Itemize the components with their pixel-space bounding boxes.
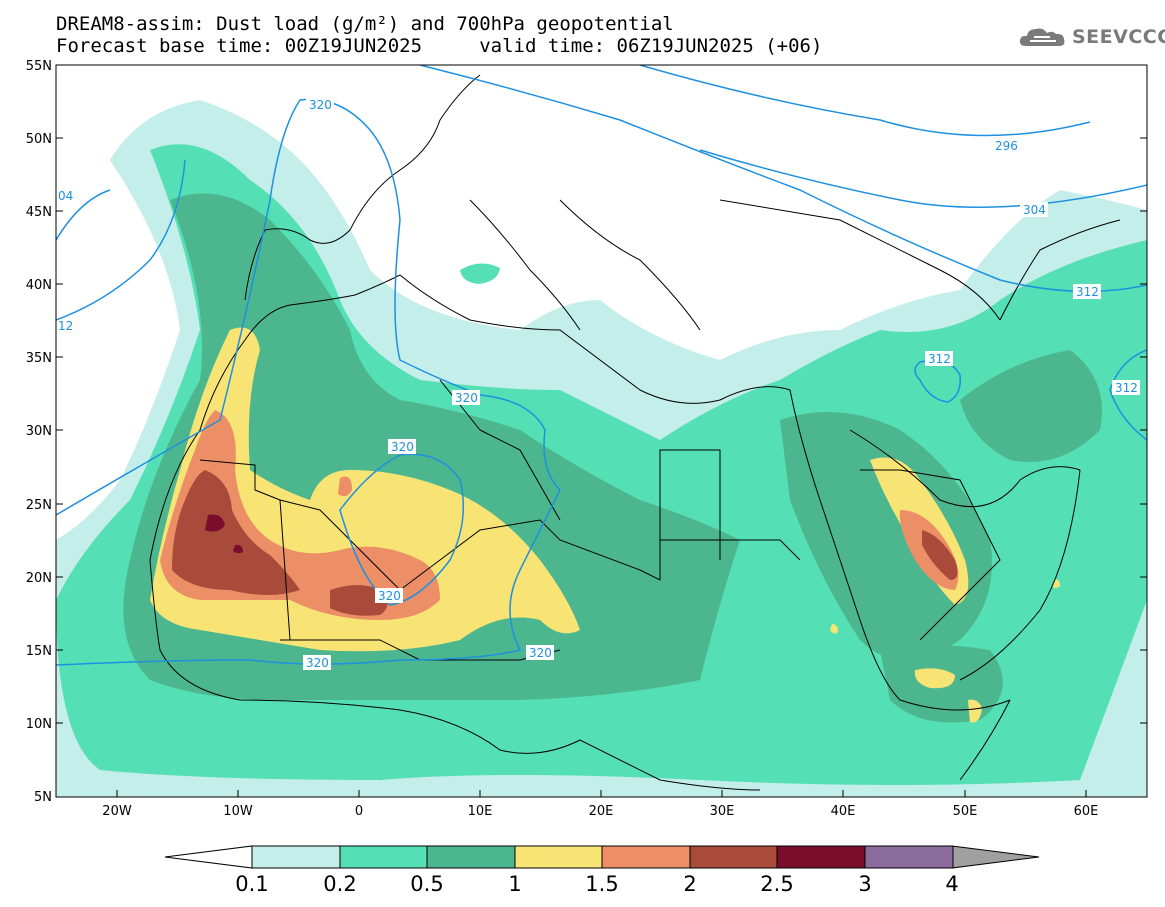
lon-label: 50E — [953, 804, 978, 819]
colorbar-swatch — [339, 845, 429, 869]
colorbar-swatch — [689, 845, 779, 869]
lat-label: 30N — [26, 424, 52, 439]
lat-label: 40N — [26, 278, 52, 293]
seevccc-logo: SEEVCCC — [1018, 24, 1165, 50]
lon-label: 20W — [102, 804, 132, 819]
lon-label: 10E — [468, 804, 493, 819]
lat-label: 50N — [26, 132, 52, 147]
lat-label: 10N — [26, 717, 52, 732]
colorbar-low-triangle — [164, 845, 253, 869]
contour-label: 312 — [1076, 285, 1099, 299]
colorbar-label: 4 — [945, 872, 958, 896]
colorbar-high-triangle — [951, 845, 1040, 869]
lat-labels: 55N 50N 45N 40N 35N 30N 25N 20N 15N 10N … — [26, 59, 52, 805]
lat-label: 25N — [26, 498, 52, 513]
contour-label: 320 — [309, 98, 332, 112]
contour-label: 312 — [928, 352, 951, 366]
dust-band-2 — [172, 470, 958, 616]
contour-label: 12 — [58, 319, 73, 333]
contour-label: 320 — [306, 656, 329, 670]
lat-label: 55N — [26, 59, 52, 74]
colorbar-label: 1.5 — [585, 872, 618, 896]
contour-labels: 320 296 304 312 312 312 320 320 320 320 … — [58, 97, 1140, 670]
contour-label: 320 — [455, 391, 478, 405]
colorbar-label: 3 — [858, 872, 871, 896]
map-frame — [55, 64, 1148, 798]
lat-label: 20N — [26, 571, 52, 586]
colorbar-swatch — [776, 845, 866, 869]
contour-label: 320 — [378, 589, 401, 603]
colorbar-label: 0.2 — [323, 872, 356, 896]
colorbar-swatch — [601, 845, 691, 869]
map-area: 320 296 304 312 312 312 320 320 320 320 … — [56, 65, 1147, 797]
contour-label: 304 — [1023, 203, 1046, 217]
lat-label: 35N — [26, 351, 52, 366]
map-subtitle: Forecast base time: 00Z19JUN2025 valid t… — [56, 35, 823, 57]
lon-label: 0 — [355, 804, 363, 819]
colorbar-swatch — [426, 845, 516, 869]
colorbar-label: 2 — [683, 872, 696, 896]
colorbar-label: 1 — [508, 872, 521, 896]
contour-label: 320 — [391, 440, 414, 454]
map-title: DREAM8-assim: Dust load (g/m²) and 700hP… — [56, 13, 674, 35]
lon-label: 20E — [589, 804, 614, 819]
dust-band-2.5 — [205, 514, 243, 554]
colorbar-swatch — [864, 845, 954, 869]
lon-label: 40E — [831, 804, 856, 819]
contour-label: 312 — [1115, 381, 1138, 395]
cloud-icon — [1019, 28, 1065, 46]
colorbar-swatch — [251, 845, 341, 869]
colorbar: 0.1 0.2 0.5 1 1.5 2 2.5 3 4 — [164, 845, 1040, 896]
contour-label: 04 — [58, 189, 73, 203]
lat-label: 5N — [34, 790, 52, 805]
lon-label: 30E — [710, 804, 735, 819]
logo-text: SEEVCCC — [1072, 26, 1165, 48]
colorbar-label: 0.5 — [410, 872, 443, 896]
graticule — [56, 137, 1147, 797]
colorbar-swatch — [514, 845, 604, 869]
colorbar-label: 0.1 — [235, 872, 268, 896]
lat-label: 15N — [26, 644, 52, 659]
lon-labels: 20W 10W 0 10E 20E 30E 40E 50E 60E — [102, 804, 1098, 819]
lon-label: 10W — [223, 804, 253, 819]
lat-label: 45N — [26, 205, 52, 220]
contour-label: 296 — [995, 139, 1018, 153]
lon-label: 60E — [1074, 804, 1099, 819]
colorbar-label: 2.5 — [760, 872, 793, 896]
contour-label: 320 — [529, 646, 552, 660]
